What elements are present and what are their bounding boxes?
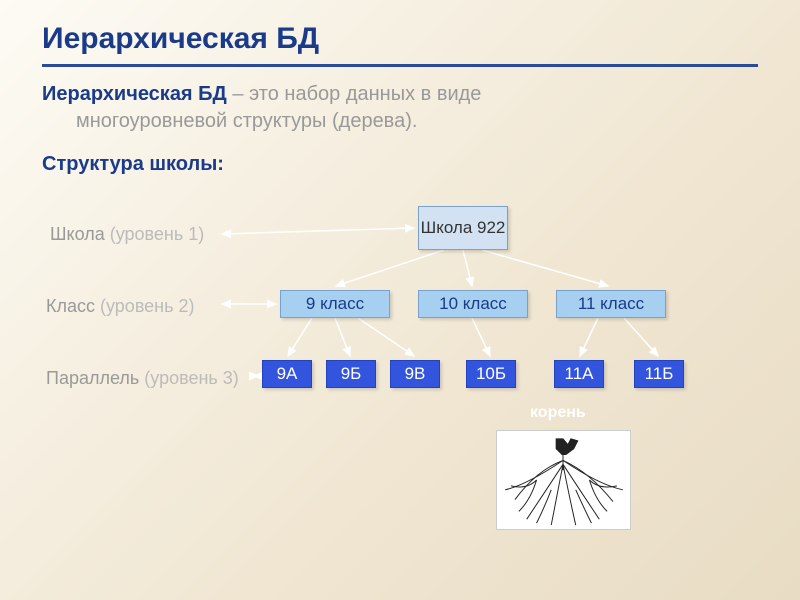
tree-roots-image <box>496 430 631 530</box>
page-title: Иерархическая БД <box>0 0 800 64</box>
subtitle: Структура школы: <box>0 135 800 176</box>
diagram-area: Школа (уровень 1) Класс (уровень 2) Паралл… <box>0 200 800 600</box>
class-node-2: 11 класс <box>556 290 666 318</box>
definition-term: Иерархическая БД <box>42 83 227 105</box>
level-label-l2: Класс (уровень 2) <box>46 296 195 317</box>
definition-rest1: – это набор данных в виде <box>227 83 482 105</box>
leaf-node-0: 9А <box>262 360 312 388</box>
root-node: Школа 922 <box>418 206 508 250</box>
leaf-node-4: 11А <box>554 360 604 388</box>
level-label-l1: Школа (уровень 1) <box>50 224 204 245</box>
definition-text: Иерархическая БД – это набор данных в ви… <box>0 67 800 135</box>
class-node-0: 9 класс <box>280 290 390 318</box>
root-annotation: корень <box>530 404 586 422</box>
class-node-1: 10 класс <box>418 290 528 318</box>
leaf-node-2: 9В <box>390 360 440 388</box>
leaf-node-1: 9Б <box>326 360 376 388</box>
connector-lines <box>0 200 800 600</box>
leaf-node-5: 11Б <box>634 360 684 388</box>
leaf-node-3: 10Б <box>466 360 516 388</box>
level-label-l3: Параллель (уровень 3) <box>46 368 239 389</box>
definition-rest2: многоуровневой структуры (дерева). <box>42 108 758 135</box>
